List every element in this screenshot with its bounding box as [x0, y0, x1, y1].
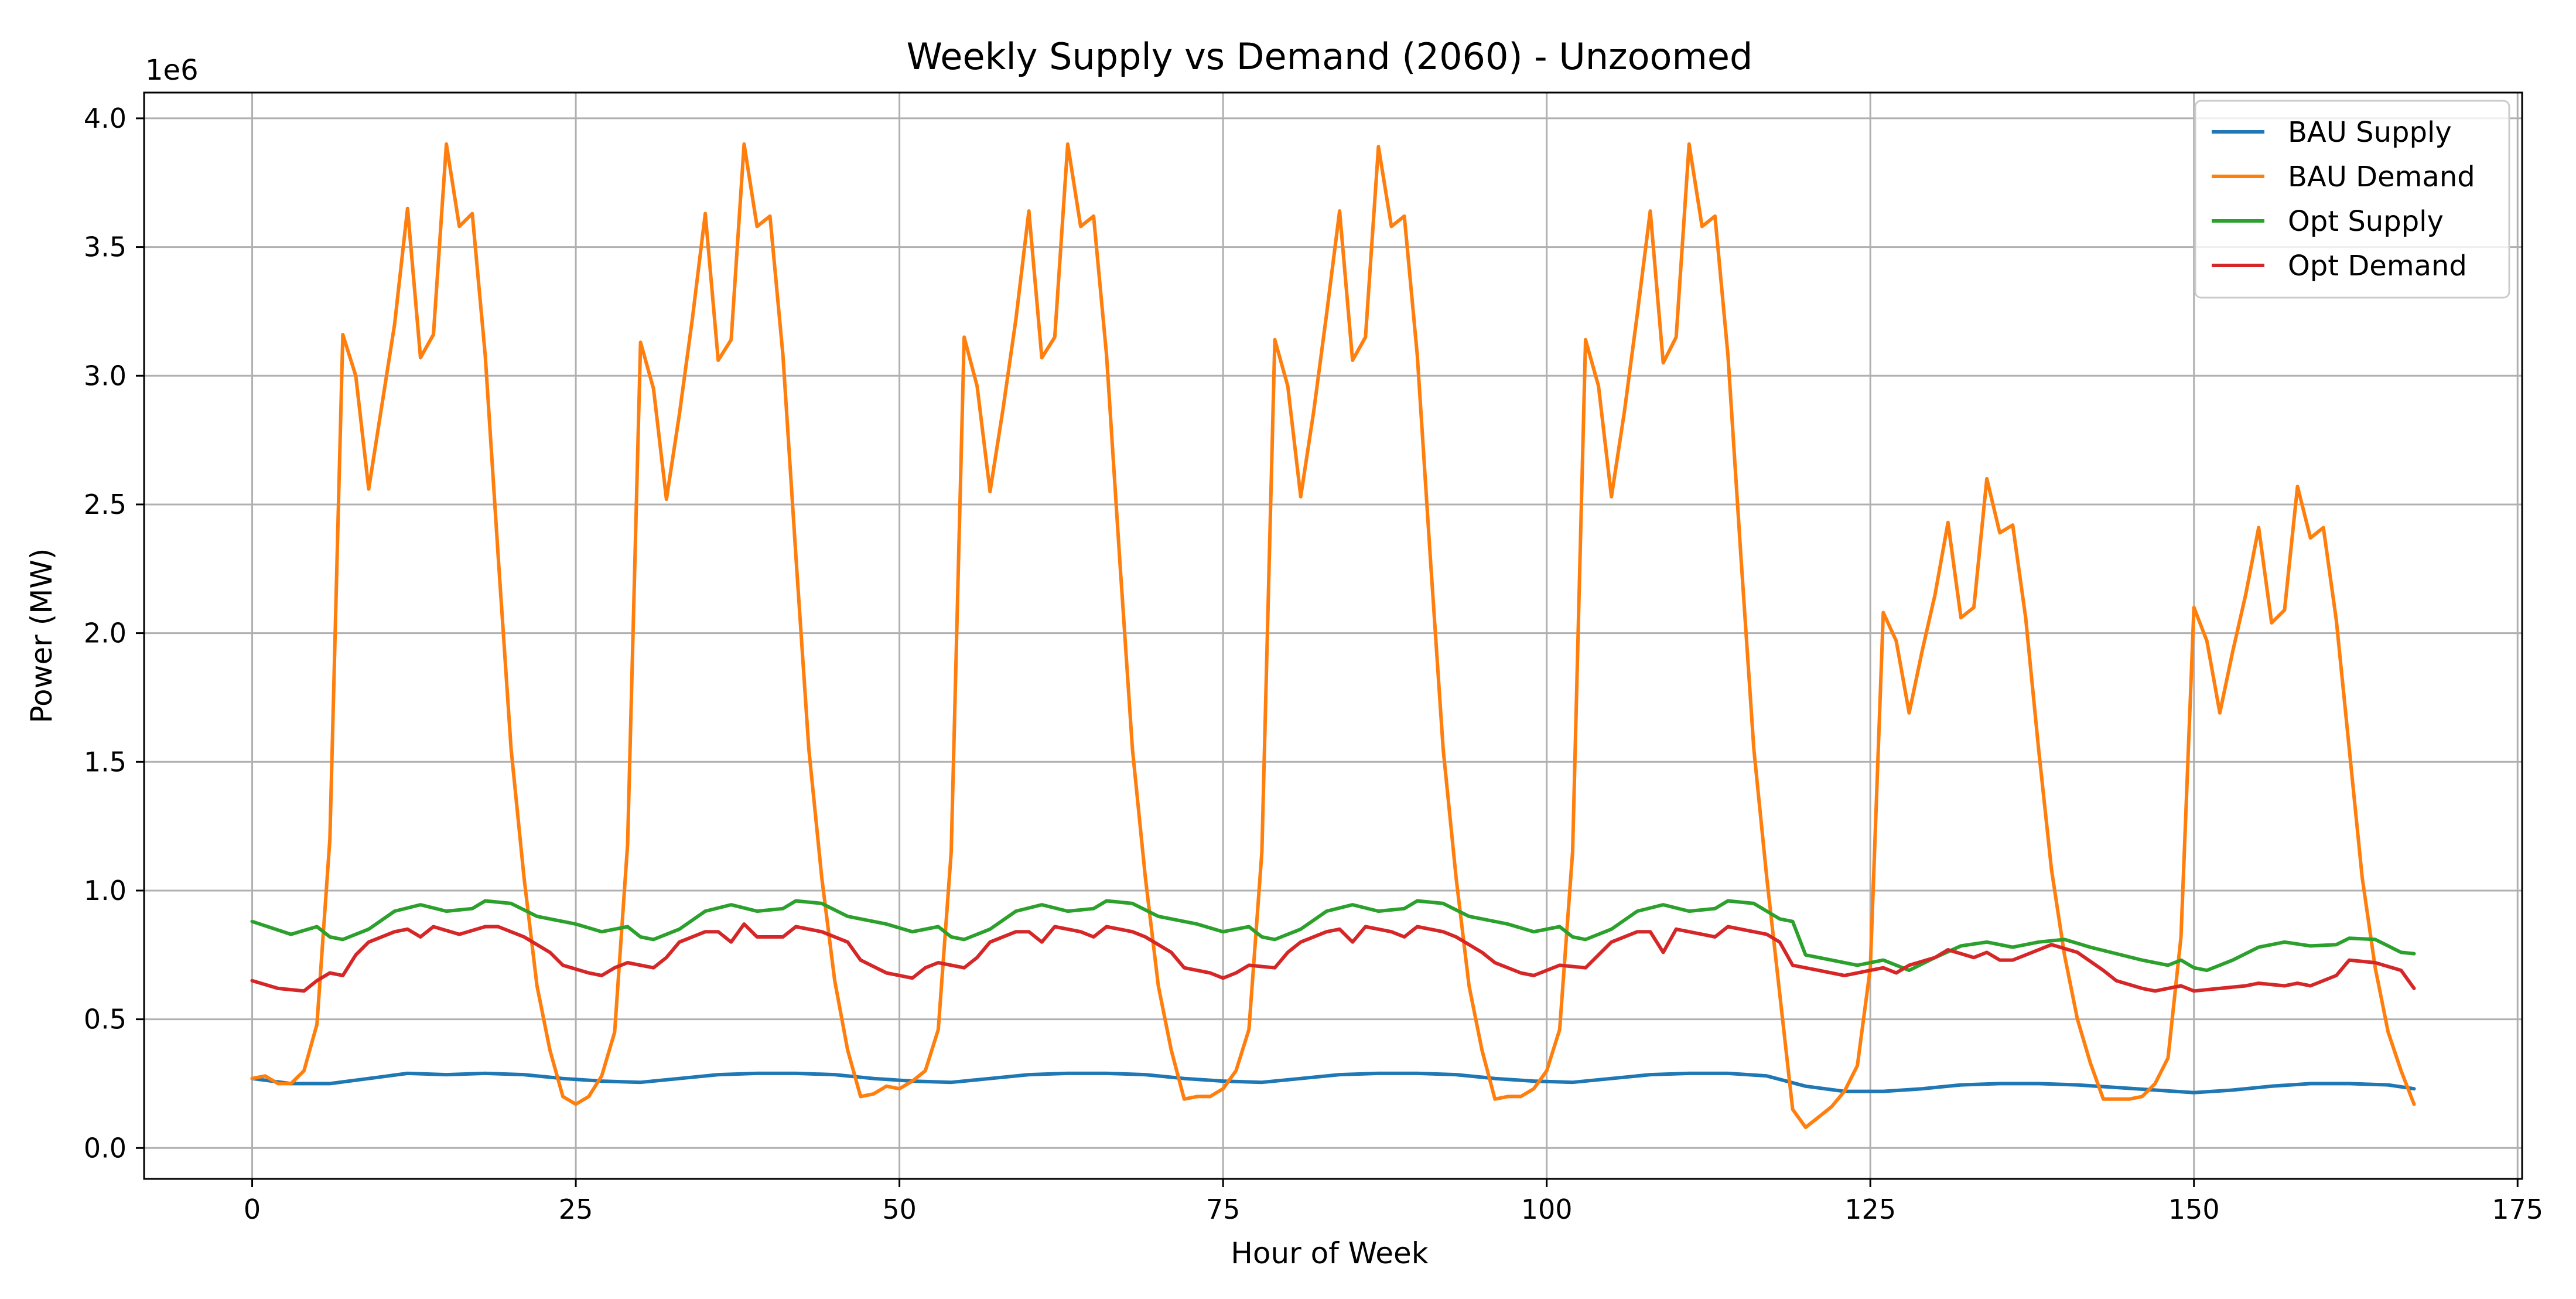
legend-label: BAU Supply	[2288, 116, 2452, 149]
y-tick-label: 0.0	[84, 1132, 127, 1164]
series-lines	[250, 142, 2416, 1130]
legend-label: Opt Demand	[2288, 250, 2467, 282]
y-tick-label: 3.5	[84, 231, 127, 263]
x-axis-ticks: 0 25 50 75 100 125 150 175	[244, 1179, 2543, 1225]
x-tick-label: 50	[882, 1194, 917, 1225]
y-axis-scale-label: 1e6	[145, 54, 199, 87]
y-tick-label: 0.5	[84, 1004, 127, 1035]
legend-label: BAU Demand	[2288, 161, 2475, 193]
y-tick-label: 4.0	[84, 103, 127, 134]
chart-title: Weekly Supply vs Demand (2060) - Unzoome…	[907, 35, 1753, 78]
legend-entry: BAU Demand	[2212, 161, 2475, 193]
axes-frame	[143, 91, 2523, 1180]
y-tick-label: 3.0	[84, 360, 127, 391]
x-tick-label: 25	[559, 1194, 593, 1225]
legend-box	[2194, 100, 2510, 299]
y-tick-label: 1.0	[84, 875, 127, 906]
x-tick-label: 150	[2168, 1194, 2220, 1225]
y-tick-label: 1.5	[84, 746, 127, 778]
x-tick-label: 175	[2492, 1194, 2543, 1225]
y-tick-label: 2.0	[84, 618, 127, 649]
y-axis-label: Power (MW)	[25, 548, 59, 724]
y-axis-ticks: 0.0 0.5 1.0 1.5 2.0 2.5 3.0 3.5 4.0	[84, 103, 144, 1164]
legend-entry: BAU Supply	[2212, 116, 2452, 149]
series-line-bau-supply	[250, 1071, 2416, 1095]
x-tick-label: 75	[1206, 1194, 1241, 1225]
series-line-opt-demand	[250, 922, 2416, 993]
x-tick-label: 0	[244, 1194, 261, 1225]
x-tick-label: 100	[1521, 1194, 1573, 1225]
y-tick-label: 2.5	[84, 489, 127, 520]
series-line-opt-supply	[250, 899, 2416, 973]
series-line-bau-demand	[250, 142, 2416, 1130]
grid	[144, 93, 2522, 1179]
legend: BAU Supply BAU Demand Opt Supply Opt Dem…	[2194, 100, 2510, 299]
legend-entry: Opt Demand	[2212, 250, 2467, 282]
legend-label: Opt Supply	[2288, 205, 2444, 238]
legend-entry: Opt Supply	[2212, 205, 2444, 238]
x-axis-label: Hour of Week	[1231, 1236, 1428, 1270]
x-tick-label: 125	[1844, 1194, 1896, 1225]
